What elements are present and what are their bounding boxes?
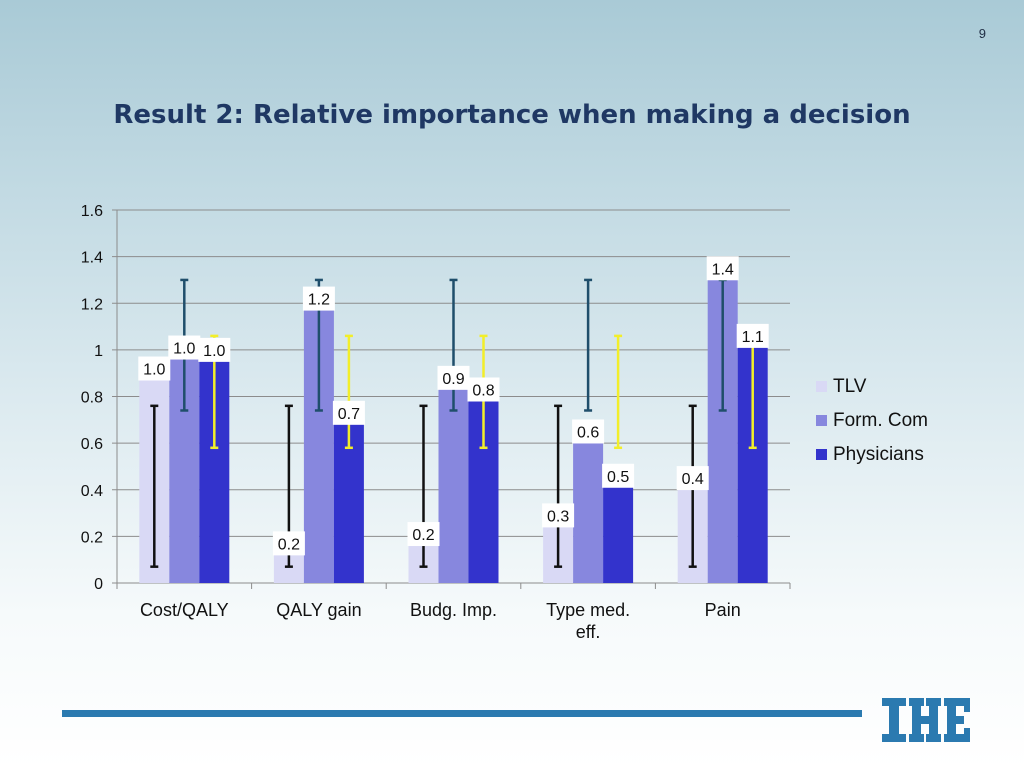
- page-number: 9: [978, 26, 986, 41]
- category-label: eff.: [576, 622, 601, 642]
- bar-chart: 0 0.2 0.4 0.6 0.8 1 1.2 1.4 1.6 Cost/QALY QALY gai…: [81, 203, 928, 642]
- data-label-box: [602, 463, 635, 488]
- data-label-box: [736, 323, 769, 348]
- data-label: 1.2: [308, 292, 330, 309]
- data-label-box: [407, 522, 440, 547]
- data-label: 1.4: [712, 261, 734, 278]
- bar-physicians: [603, 475, 634, 583]
- category-label: Type med.: [546, 600, 630, 620]
- data-label-box: [437, 365, 470, 390]
- data-label: 0.5: [607, 469, 629, 486]
- y-tick-label: 0.4: [81, 483, 103, 500]
- y-tick-label: 0.8: [81, 390, 103, 407]
- data-label: 0.2: [412, 527, 434, 544]
- logo-letter-e: [944, 698, 970, 742]
- logo-letter-i: [882, 698, 906, 742]
- bar-form-com: [573, 431, 604, 583]
- data-label-box: [302, 286, 335, 311]
- legend-swatch: [816, 449, 827, 460]
- y-tick-label: 0.2: [81, 529, 103, 546]
- legend-swatch: [816, 415, 827, 426]
- category-label: Cost/QALY: [140, 600, 229, 620]
- y-tick-label: 1.6: [81, 203, 103, 220]
- data-label-box: [542, 503, 575, 528]
- data-label: 0.2: [278, 536, 300, 553]
- data-label-box: [332, 400, 365, 425]
- data-label-box: [467, 377, 500, 402]
- ihe-logo: [882, 698, 970, 742]
- legend-label: Physicians: [833, 444, 924, 465]
- data-label: 1.0: [143, 362, 165, 379]
- category-label: Pain: [705, 600, 741, 620]
- legend-label: TLV: [833, 376, 867, 397]
- data-label: 0.6: [577, 424, 599, 441]
- data-label-box: [572, 419, 605, 444]
- logo-letter-h: [909, 698, 941, 742]
- data-label: 1.1: [742, 329, 764, 346]
- y-tick-label: 1.4: [81, 250, 103, 267]
- data-label-box: [138, 356, 171, 381]
- y-tick-label: 0: [94, 576, 103, 593]
- category-label: Budg. Imp.: [410, 600, 497, 620]
- y-tick-label: 1.2: [81, 296, 103, 313]
- y-tick-label: 1: [94, 343, 103, 360]
- data-label: 0.3: [547, 508, 569, 525]
- data-label: 0.9: [442, 371, 464, 388]
- data-label: 0.8: [472, 383, 494, 400]
- data-label: 0.4: [682, 471, 704, 488]
- data-label-box: [272, 531, 305, 556]
- category-label: QALY gain: [276, 600, 361, 620]
- footer-bar: [62, 710, 862, 717]
- bar-form-com: [438, 377, 469, 583]
- data-label-box: [706, 256, 739, 281]
- data-label: 1.0: [203, 343, 225, 360]
- data-label: 1.0: [173, 341, 195, 358]
- slide-title: Result 2: Relative importance when makin…: [113, 100, 911, 130]
- legend-swatch: [816, 381, 827, 392]
- data-label-box: [198, 337, 231, 362]
- data-label-box: [676, 466, 709, 491]
- legend-label: Form. Com: [833, 410, 928, 431]
- data-label-box: [168, 335, 201, 360]
- y-tick-label: 0.6: [81, 436, 103, 453]
- data-label: 0.7: [338, 406, 360, 423]
